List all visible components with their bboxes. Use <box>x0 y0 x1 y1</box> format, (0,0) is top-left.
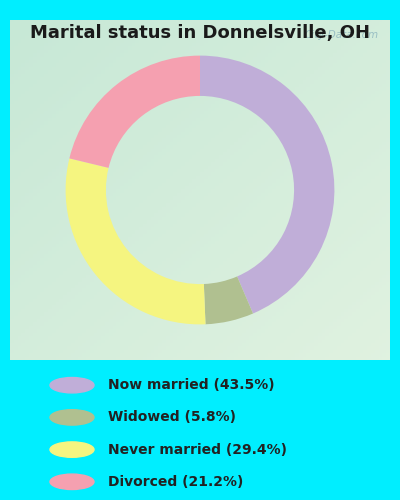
Text: Widowed (5.8%): Widowed (5.8%) <box>108 410 236 424</box>
Wedge shape <box>69 56 200 168</box>
Text: City-Data.com: City-Data.com <box>304 30 378 40</box>
Text: Divorced (21.2%): Divorced (21.2%) <box>108 475 243 489</box>
Text: Never married (29.4%): Never married (29.4%) <box>108 442 287 456</box>
Text: Marital status in Donnelsville, OH: Marital status in Donnelsville, OH <box>30 24 370 42</box>
Circle shape <box>50 442 94 458</box>
Circle shape <box>50 378 94 393</box>
Wedge shape <box>66 158 206 324</box>
Wedge shape <box>204 276 253 324</box>
Wedge shape <box>200 56 334 314</box>
Circle shape <box>50 474 94 490</box>
Circle shape <box>50 410 94 425</box>
Text: Now married (43.5%): Now married (43.5%) <box>108 378 275 392</box>
